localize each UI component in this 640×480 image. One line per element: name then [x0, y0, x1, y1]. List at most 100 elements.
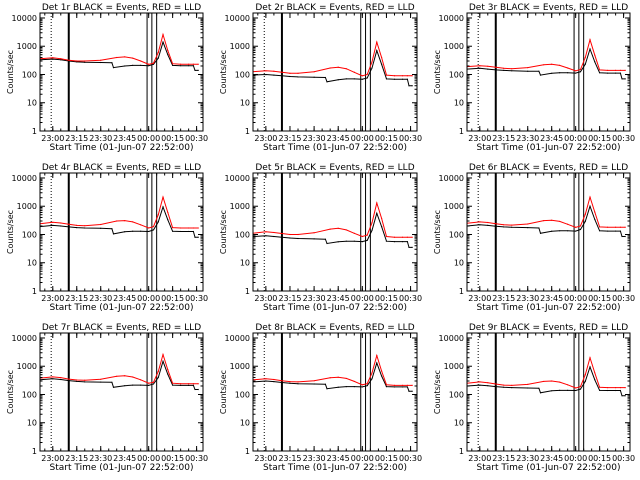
series-1-point: [366, 385, 368, 387]
series-2-point: [371, 372, 373, 374]
series-2-point: [385, 74, 388, 76]
series-2-point: [607, 226, 609, 228]
series-1-point: [539, 232, 542, 234]
y-tick-label: 100: [22, 230, 37, 239]
series-1-point: [157, 221, 159, 223]
series-2-point: [265, 70, 267, 72]
series-2-point: [607, 387, 609, 389]
series-1-point: [188, 65, 190, 67]
series-1-point: [326, 81, 328, 83]
series-2-point: [197, 227, 199, 229]
series-2-point: [140, 379, 142, 381]
series-1-point: [411, 246, 413, 248]
series-2-point: [289, 72, 291, 74]
plot-area: [40, 173, 199, 291]
series-2-point: [172, 382, 174, 384]
series-2-point: [376, 354, 378, 357]
series-1-point: [84, 61, 86, 63]
series-2-point: [406, 384, 408, 386]
x-tick-label: 00:30: [399, 134, 422, 143]
series-1-point: [624, 235, 626, 238]
x-tick-label: 23:45: [540, 454, 563, 463]
series-1-point: [326, 388, 328, 390]
series-1-point: [148, 384, 150, 386]
series-1-point: [124, 231, 126, 233]
series-1-point: [511, 226, 513, 228]
series-2-point: [140, 224, 142, 226]
series-1-point: [188, 384, 190, 386]
x-tick-label: 23:00: [41, 294, 64, 303]
series-1-point: [366, 77, 368, 79]
x-tick-label: 23:45: [327, 294, 350, 303]
series-1-point: [589, 48, 591, 50]
x-tick-label: 00:00: [137, 294, 160, 303]
series-2-point: [584, 213, 586, 215]
series-1-point: [76, 380, 78, 383]
x-tick-label: 00:15: [375, 134, 398, 143]
series-1-point: [385, 386, 388, 388]
series-1-point: [621, 395, 623, 397]
series-2-point: [124, 56, 126, 58]
x-tick-label: 00:00: [137, 134, 160, 143]
series-2-point: [511, 384, 513, 386]
y-tick-label: 10000: [225, 334, 250, 343]
plot-frame: [252, 12, 418, 132]
series-1-point: [615, 230, 617, 232]
series-1-point: [401, 386, 404, 388]
series-1-point: [511, 70, 513, 72]
x-tick-label: 00:15: [375, 454, 398, 463]
series-2-point: [297, 381, 299, 383]
plot-frame: [252, 172, 418, 292]
series-2-point: [345, 68, 347, 70]
series-1-point: [167, 219, 169, 221]
series-2-point: [188, 63, 190, 65]
series-2-point: [345, 229, 347, 231]
series-2-point: [381, 217, 383, 220]
series-1-point: [408, 246, 410, 248]
y-tick-label: 10: [27, 419, 37, 428]
series-2-point: [148, 382, 150, 384]
series-2-point: [192, 383, 195, 385]
y-axis-label: Counts/sec: [6, 370, 15, 414]
series-2-point: [575, 387, 577, 389]
series-2-point: [393, 384, 396, 386]
series-2-point: [411, 75, 413, 77]
series-1-point: [313, 383, 315, 385]
series-1-point: [162, 360, 164, 362]
series-1-point: [599, 230, 601, 232]
series-line-2: [467, 355, 626, 389]
y-tick-label: 1: [245, 447, 250, 456]
series-1-point: [527, 227, 529, 229]
series-1-point: [100, 381, 102, 383]
series-2-point: [503, 67, 505, 69]
series-1-point: [68, 380, 70, 382]
series-2-point: [68, 59, 70, 61]
y-tick-label: 10: [27, 99, 37, 108]
series-1-point: [579, 228, 582, 231]
series-2-point: [543, 380, 545, 383]
series-2-point: [589, 39, 591, 41]
x-tick-label: 23:15: [492, 454, 515, 463]
series-2-point: [197, 63, 199, 65]
series-2-point: [180, 227, 182, 229]
series-1-point: [624, 78, 626, 80]
x-axis-label: Start Time (01-Jun-07 22:52:00): [50, 143, 194, 153]
series-1-point: [584, 380, 586, 383]
x-axis-label: Start Time (01-Jun-07 22:52:00): [50, 303, 194, 313]
series-1-point: [619, 230, 622, 232]
series-2-point: [132, 57, 134, 59]
series-2-point: [297, 72, 299, 74]
series-2-point: [527, 383, 529, 385]
series-1-point: [345, 240, 347, 242]
y-tick-label: 10: [454, 259, 464, 268]
series-2-point: [172, 63, 174, 65]
y-tick-label: 1000: [444, 42, 464, 51]
x-axis-label: Start Time (01-Jun-07 22:52:00): [477, 143, 621, 153]
series-1-point: [579, 388, 582, 390]
series-2-point: [116, 375, 118, 377]
series-1-point: [167, 54, 169, 56]
x-axis-label: Start Time (01-Jun-07 22:52:00): [50, 463, 194, 473]
y-tick-label: 10000: [12, 14, 37, 23]
series-2-point: [162, 353, 164, 356]
series-2-point: [60, 58, 62, 60]
